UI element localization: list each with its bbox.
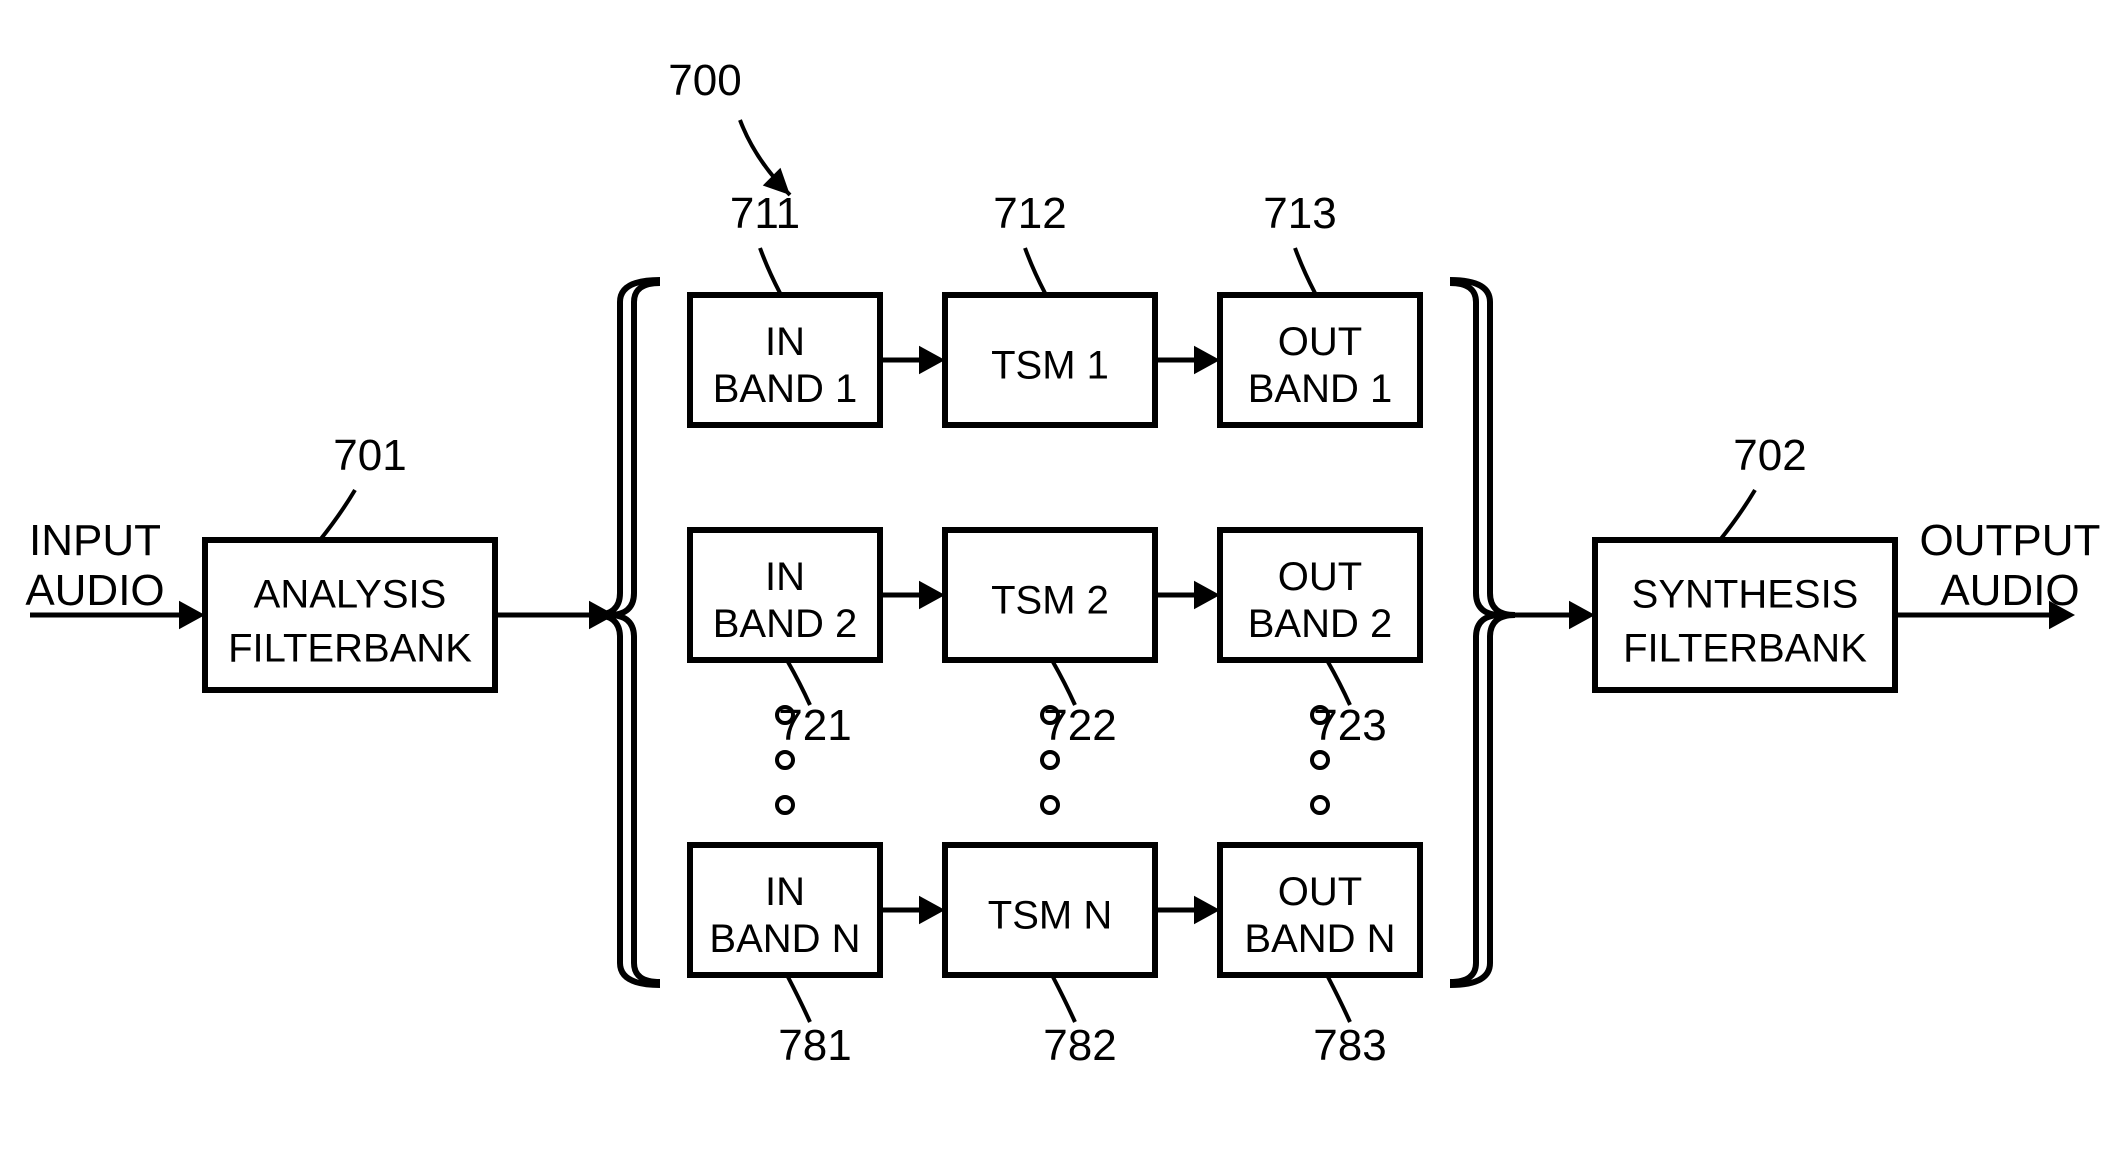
ref-783-lead bbox=[1328, 977, 1350, 1022]
arrowhead bbox=[1194, 581, 1220, 610]
ref-702-lead bbox=[1720, 490, 1755, 540]
out-band-row0-text-2: BAND 1 bbox=[1248, 367, 1393, 411]
tsm-row0-text: TSM 1 bbox=[991, 343, 1109, 387]
in-band-row2-text-2: BAND N bbox=[709, 917, 860, 961]
in-band-row0-text-2: BAND 1 bbox=[713, 367, 858, 411]
ref-722-lead bbox=[1053, 662, 1075, 705]
in-band-row2-text-1: IN bbox=[765, 870, 805, 914]
ref-781-lead bbox=[788, 977, 810, 1022]
in-band-row0-text-1: IN bbox=[765, 320, 805, 364]
input-audio-label-2: AUDIO bbox=[25, 566, 164, 615]
out-band-row2-text-1: OUT bbox=[1278, 870, 1362, 914]
synthesis-filterbank-text-1: SYNTHESIS bbox=[1632, 573, 1859, 617]
output-audio-label-1: OUTPUT bbox=[1920, 516, 2101, 565]
ellipsis-dot-c0-r1 bbox=[777, 752, 793, 768]
ref-782-lead bbox=[1053, 977, 1075, 1022]
tsm-row2-text: TSM N bbox=[988, 893, 1112, 937]
ref-783: 783 bbox=[1313, 1021, 1386, 1070]
out-band-row1-text-2: BAND 2 bbox=[1248, 602, 1393, 646]
out-band-row1-text-1: OUT bbox=[1278, 555, 1362, 599]
analysis-filterbank-text-2: FILTERBANK bbox=[228, 627, 472, 671]
ref-701-lead bbox=[320, 490, 355, 540]
ref-712-lead bbox=[1025, 248, 1045, 293]
figure-ref-700: 700 bbox=[668, 56, 741, 105]
ref-702: 702 bbox=[1733, 431, 1806, 480]
arrowhead bbox=[919, 581, 945, 610]
ref-781: 781 bbox=[778, 1021, 851, 1070]
ref-711-lead bbox=[760, 248, 780, 293]
analysis-filterbank-text-1: ANALYSIS bbox=[254, 573, 447, 617]
ellipsis-dot-c1-r1 bbox=[1042, 752, 1058, 768]
arrowhead bbox=[1569, 601, 1595, 630]
arrowhead bbox=[179, 601, 205, 630]
in-band-row1-text-1: IN bbox=[765, 555, 805, 599]
ellipsis-dot-c2-r2 bbox=[1312, 797, 1328, 813]
input-audio-label-1: INPUT bbox=[29, 516, 161, 565]
ref-721-lead bbox=[788, 662, 810, 705]
arrowhead bbox=[1194, 346, 1220, 375]
in-band-row1-text-2: BAND 2 bbox=[713, 602, 858, 646]
ref-712: 712 bbox=[993, 189, 1066, 238]
arrowhead bbox=[589, 601, 615, 630]
arrowhead bbox=[1194, 896, 1220, 925]
right-bracket bbox=[1450, 280, 1515, 985]
ellipsis-dot-c1-r2 bbox=[1042, 797, 1058, 813]
ellipsis-dot-c2-r1 bbox=[1312, 752, 1328, 768]
ref-713: 713 bbox=[1263, 189, 1336, 238]
ref-711: 711 bbox=[730, 189, 800, 238]
ellipsis-dot-c0-r2 bbox=[777, 797, 793, 813]
ref-723-lead bbox=[1328, 662, 1350, 705]
ref-713-lead bbox=[1295, 248, 1315, 293]
arrowhead bbox=[919, 896, 945, 925]
synthesis-filterbank-text-2: FILTERBANK bbox=[1623, 627, 1867, 671]
tsm-row1-text: TSM 2 bbox=[991, 578, 1109, 622]
arrowhead bbox=[919, 346, 945, 375]
left-bracket bbox=[595, 280, 660, 985]
out-band-row0-text-1: OUT bbox=[1278, 320, 1362, 364]
ref-782: 782 bbox=[1043, 1021, 1116, 1070]
out-band-row2-text-2: BAND N bbox=[1244, 917, 1395, 961]
ref-701: 701 bbox=[333, 431, 406, 480]
